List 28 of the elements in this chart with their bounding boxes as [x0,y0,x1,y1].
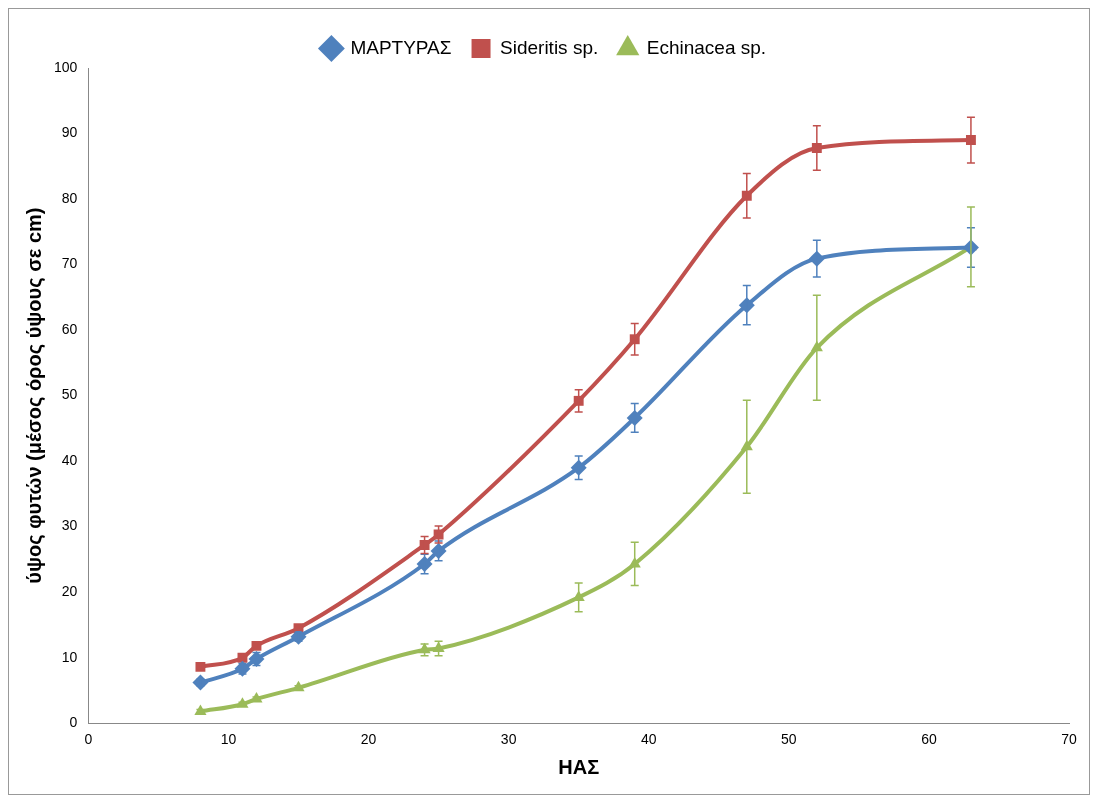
y-tick-label: 60 [61,320,78,337]
y-axis-title: ύψος φυτών (μέσος όρος ύψους σε cm) [22,207,45,584]
legend-label: Echinacea sp. [646,36,767,58]
point [192,674,209,691]
x-tick-label: 50 [781,731,797,748]
y-tick-label: 90 [61,124,78,141]
legend-label: ΜΑΡΤΥΡΑΣ [350,36,452,58]
point [419,540,430,550]
point [629,334,640,345]
y-tick-label: 30 [61,517,78,534]
y-tick-label: 80 [61,189,78,206]
legend-label: Sideritis sp. [500,36,599,58]
x-tick-label: 0 [84,731,93,748]
y-tick-label: 40 [61,451,78,468]
y-tick-label: 10 [61,648,78,665]
x-tick-label: 40 [640,731,657,748]
y-tick-label: 0 [69,714,78,731]
y-tick-label: 70 [61,255,78,272]
y-tick-label: 20 [61,583,78,600]
x-tick-label: 30 [500,731,517,748]
x-tick-label: 70 [1061,731,1077,748]
x-tick-label: 10 [220,731,237,748]
x-axis-title: ΗΑΣ [558,755,600,778]
x-tick-label: 20 [360,731,377,748]
x-tick-label: 60 [921,731,937,748]
y-tick-label: 50 [61,386,78,403]
point [573,395,584,406]
y-tick-label: 100 [54,58,78,75]
